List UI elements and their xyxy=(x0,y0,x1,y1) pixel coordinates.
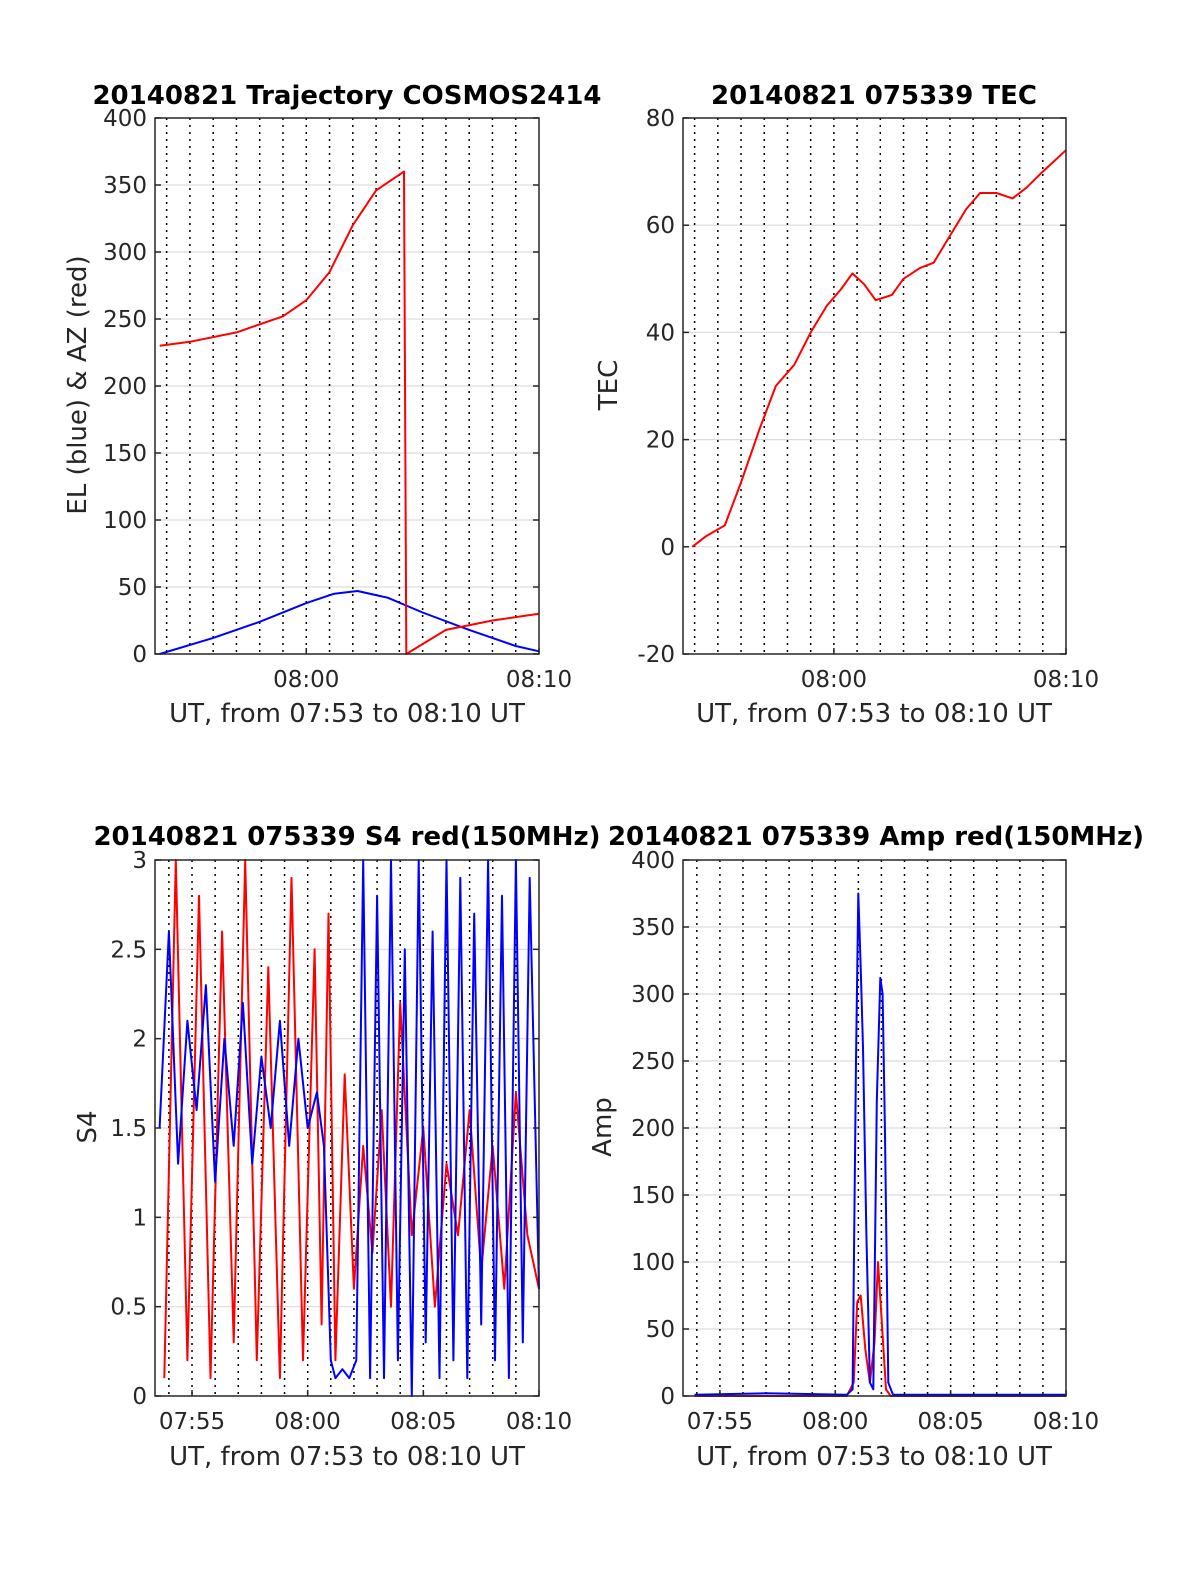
tec-ticks: -20 0 20 40 60 80 08:00 08:10 xyxy=(637,106,1099,693)
s4-ytick-label: 0.5 xyxy=(110,1295,147,1321)
s4-ytick-label: 3 xyxy=(132,848,147,874)
amp-ytick-label: 300 xyxy=(631,982,675,1008)
tec-series xyxy=(691,149,1067,548)
tec-ytick-label: -20 xyxy=(637,642,675,668)
trajectory-ytick-label: 200 xyxy=(103,374,147,400)
s4-xlabel: UT, from 07:53 to 08:10 UT xyxy=(169,1442,525,1472)
trajectory-vgrid xyxy=(165,118,517,654)
s4-xtick-label: 08:05 xyxy=(390,1409,456,1435)
amp-panel: 20140821 075339 Amp red(150MHz) Amp UT, … xyxy=(588,822,1144,1472)
amp-xtick-label: 08:10 xyxy=(1033,1409,1099,1435)
tec-axes-frame xyxy=(682,117,1067,655)
amp-ticks: 0 50 100 150 200 250 300 350 400 07:55 08:00 08:05 0… xyxy=(631,848,1099,1435)
amp-ytick-label: 350 xyxy=(631,915,675,941)
amp-vgrid xyxy=(696,860,1044,1396)
tec-series-red-line xyxy=(691,149,1067,548)
trajectory-series-blue-line xyxy=(159,590,540,655)
s4-panel: 20140821 075339 S4 red(150MHz) S4 UT, fr… xyxy=(73,822,601,1472)
amp-series-blue-line xyxy=(694,892,1066,1396)
s4-xtick-label: 07:55 xyxy=(159,1409,225,1435)
amp-ytick-label: 0 xyxy=(660,1384,675,1410)
s4-ylabel: S4 xyxy=(73,1110,103,1143)
tec-ytick-label: 20 xyxy=(646,428,675,454)
trajectory-ytick-label: 150 xyxy=(103,441,147,467)
tec-ytick-label: 0 xyxy=(660,535,675,561)
trajectory-ytick-label: 250 xyxy=(103,307,147,333)
amp-ytick-label: 200 xyxy=(631,1116,675,1142)
amp-ytick-label: 100 xyxy=(631,1250,675,1276)
s4-series xyxy=(158,859,540,1397)
s4-xtick-label: 08:00 xyxy=(275,1409,341,1435)
s4-ytick-label: 1 xyxy=(132,1205,147,1231)
trajectory-series-red-line xyxy=(159,170,540,655)
s4-ytick-label: 0 xyxy=(132,1384,147,1410)
tec-ytick-label: 40 xyxy=(646,320,675,346)
amp-xtick-label: 08:00 xyxy=(802,1409,868,1435)
trajectory-ytick-label: 0 xyxy=(132,642,147,668)
tec-ytick-label: 80 xyxy=(646,106,675,132)
trajectory-series xyxy=(159,170,540,655)
amp-xtick-label: 07:55 xyxy=(687,1409,753,1435)
trajectory-ytick-label: 350 xyxy=(103,173,147,199)
trajectory-ytick-label: 100 xyxy=(103,508,147,534)
s4-series-blue-line xyxy=(158,859,540,1397)
trajectory-xtick-label: 08:00 xyxy=(273,667,339,693)
trajectory-title: 20140821 Trajectory COSMOS2414 xyxy=(92,81,601,111)
s4-title: 20140821 075339 S4 red(150MHz) xyxy=(93,822,600,852)
tec-vgrid xyxy=(693,118,1044,654)
amp-ylabel: Amp xyxy=(588,1097,618,1157)
s4-series-red-line xyxy=(163,859,540,1380)
tec-xtick-label: 08:00 xyxy=(801,667,867,693)
s4-ytick-label: 2.5 xyxy=(110,937,147,963)
trajectory-ticks: 0 50 100 150 200 250 300 350 400 08:00 08:10 xyxy=(103,106,572,693)
amp-series xyxy=(694,892,1066,1397)
s4-ticks: 0 0.5 1 1.5 2 2.5 3 07:55 08:00 08:05 08:10 xyxy=(110,848,572,1435)
amp-xtick-label: 08:05 xyxy=(917,1409,983,1435)
s4-ytick-label: 2 xyxy=(132,1027,147,1053)
trajectory-ylabel: EL (blue) & AZ (red) xyxy=(63,255,93,514)
amp-xlabel: UT, from 07:53 to 08:10 UT xyxy=(696,1442,1052,1472)
tec-xtick-label: 08:10 xyxy=(1033,667,1099,693)
s4-ytick-label: 1.5 xyxy=(110,1116,147,1142)
trajectory-ytick-label: 50 xyxy=(118,575,147,601)
amp-ytick-label: 50 xyxy=(646,1317,675,1343)
amp-ytick-label: 400 xyxy=(631,848,675,874)
tec-panel: 20140821 075339 TEC TEC UT, from 07:53 t… xyxy=(594,81,1099,729)
trajectory-xtick-label: 08:10 xyxy=(506,667,572,693)
trajectory-xlabel: UT, from 07:53 to 08:10 UT xyxy=(169,699,525,729)
tec-title: 20140821 075339 TEC xyxy=(711,81,1037,111)
tec-xlabel: UT, from 07:53 to 08:10 UT xyxy=(696,699,1052,729)
amp-title: 20140821 075339 Amp red(150MHz) xyxy=(608,822,1144,852)
s4-xtick-label: 08:10 xyxy=(506,1409,572,1435)
tec-ylabel: TEC xyxy=(594,360,624,411)
trajectory-ytick-label: 300 xyxy=(103,240,147,266)
amp-ytick-label: 150 xyxy=(631,1183,675,1209)
trajectory-hgrid xyxy=(155,184,539,588)
trajectory-ytick-label: 400 xyxy=(103,106,147,132)
tec-ytick-label: 60 xyxy=(646,213,675,239)
tec-hgrid xyxy=(683,224,1066,548)
trajectory-panel: 20140821 Trajectory COSMOS2414 EL (blue)… xyxy=(63,81,602,729)
amp-ytick-label: 250 xyxy=(631,1049,675,1075)
